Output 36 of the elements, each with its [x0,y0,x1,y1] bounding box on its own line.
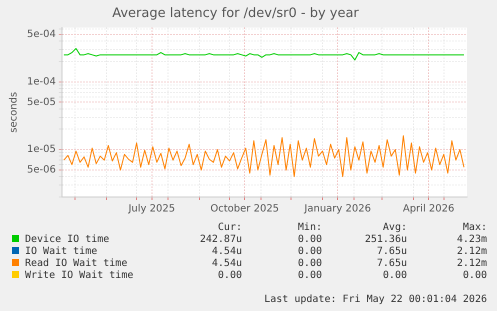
text: Cur: [216,222,242,234]
legend-label: IO Wait time [24,246,98,258]
text: 2.12m [456,246,487,258]
text: 0.00 [296,234,322,246]
y-tick-label: 1e-05 [26,144,56,156]
x-tick-label: January 2026 [303,204,371,215]
text: 4.23m [456,234,487,246]
legend-label: Read IO Wait time [24,258,128,270]
x-tick-label: July 2025 [127,204,176,215]
y-tick-label: 5e-06 [26,164,56,176]
text: Last update: Fri May 22 00:01:04 2026 [264,294,487,305]
text: 4.54u [210,258,242,270]
legend-label: Write IO Wait time [24,270,134,282]
text: 7.65u [376,258,407,270]
chart-title: Average latency for /dev/sr0 - by year [112,6,360,22]
text: 7.65u [376,246,407,258]
y-tick-label: 5e-05 [26,96,56,108]
text: 0.00 [296,258,322,270]
text: 0.00 [296,270,322,282]
text: 0.00 [382,270,407,282]
text: 0.00 [296,246,322,258]
y-tick-label: 1e-04 [26,76,56,88]
y-axis-title: seconds [8,92,20,133]
legend-label: Device IO time [24,234,110,246]
text: Min: [296,222,322,234]
text: 2.12m [456,258,487,270]
text: Max: [462,222,487,234]
text: 4.54u [210,246,242,258]
x-tick-label: April 2026 [402,204,454,215]
y-tick-label: 5e-04 [26,29,56,40]
text: 242.87u [198,234,242,246]
text: 0.00 [216,270,242,282]
text: 251.36u [364,234,407,246]
text: 0.00 [462,270,487,282]
x-tick-label: October 2025 [210,204,280,215]
text: Avg: [382,222,407,234]
